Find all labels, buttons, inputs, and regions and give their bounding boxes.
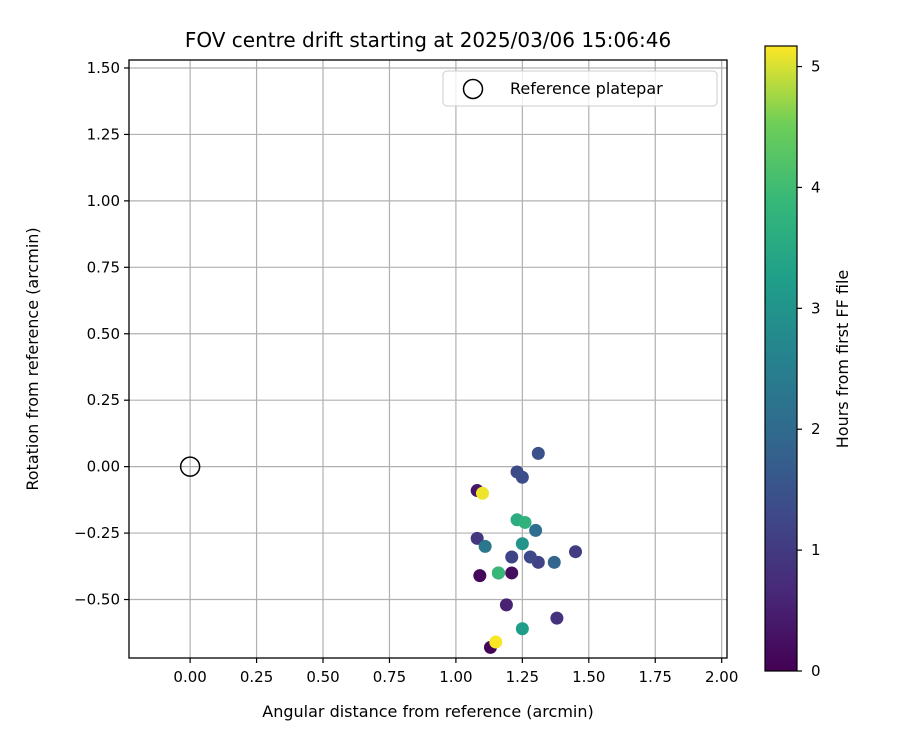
- colorbar-tick-label: 1: [811, 541, 821, 559]
- data-points: [470, 446, 583, 654]
- data-point: [505, 550, 519, 564]
- y-tick-label: 1.50: [87, 59, 120, 77]
- y-tick-label: 1.00: [87, 192, 120, 210]
- colorbar-tick-label: 4: [811, 178, 821, 196]
- data-point: [491, 566, 505, 580]
- x-tick-label: 0.00: [173, 668, 206, 686]
- data-point: [499, 598, 513, 612]
- y-tick-label: 1.25: [87, 125, 120, 143]
- x-tick-label: 0.75: [373, 668, 406, 686]
- y-tick-label: −0.50: [74, 591, 120, 609]
- data-point: [518, 515, 532, 529]
- data-point: [475, 486, 489, 500]
- y-tick-label: −0.25: [74, 524, 120, 542]
- colorbar-label: Hours from first FF file: [833, 270, 852, 449]
- data-point: [515, 470, 529, 484]
- data-point: [515, 537, 529, 551]
- colorbar-ticks: 0 1 2 3 4 5: [797, 58, 821, 680]
- x-tick-label: 1.00: [439, 668, 472, 686]
- x-tick-label: 1.75: [639, 668, 672, 686]
- colorbar-tick-label: 0: [811, 662, 821, 680]
- colorbar-gradient: [764, 45, 798, 672]
- x-tick-label: 0.25: [240, 668, 273, 686]
- x-axis-ticks: 0.00 0.25 0.50 0.75 1.00 1.25 1.50 1.75 2.00: [173, 658, 738, 686]
- x-tick-label: 1.50: [572, 668, 605, 686]
- y-tick-label: 0.50: [87, 325, 120, 343]
- colorbar-tick-label: 5: [811, 58, 821, 76]
- colorbar-tick-label: 2: [811, 420, 821, 438]
- reference-point-marker: [179, 456, 201, 477]
- data-point: [473, 569, 487, 583]
- data-point: [531, 446, 545, 460]
- x-tick-label: 1.25: [506, 668, 539, 686]
- legend-marker-reference: [462, 78, 484, 100]
- reference-layer: [179, 456, 201, 477]
- x-tick-label: 0.50: [306, 668, 339, 686]
- x-axis-label: Angular distance from reference (arcmin): [262, 702, 593, 721]
- data-point: [550, 611, 564, 625]
- x-tick-label: 2.00: [705, 668, 738, 686]
- chart-title: FOV centre drift starting at 2025/03/06 …: [185, 28, 671, 52]
- data-point: [515, 622, 529, 636]
- data-point: [523, 550, 537, 564]
- plot-frame: [128, 59, 728, 659]
- data-point: [529, 523, 543, 537]
- y-axis-ticks: −0.50 −0.25 0.00 0.25 0.50 0.75 1.00 1.25 1.50: [74, 59, 129, 609]
- data-point: [547, 555, 561, 569]
- data-point: [489, 635, 503, 649]
- legend-box: [442, 70, 718, 107]
- y-tick-label: 0.00: [87, 458, 120, 476]
- legend: Reference platepar: [442, 70, 718, 107]
- data-point: [470, 531, 484, 545]
- y-axis-label: Rotation from reference (arcmin): [23, 227, 42, 490]
- y-tick-label: 0.25: [87, 391, 120, 409]
- y-tick-label: 0.75: [87, 258, 120, 276]
- colorbar: 0 1 2 3 4 5 Hours from first FF file: [764, 45, 852, 680]
- data-point: [505, 566, 519, 580]
- legend-label-reference: Reference platepar: [510, 79, 663, 98]
- data-point: [569, 545, 583, 559]
- colorbar-tick-label: 3: [811, 299, 821, 317]
- data-point: [478, 539, 492, 553]
- grid: [129, 60, 727, 658]
